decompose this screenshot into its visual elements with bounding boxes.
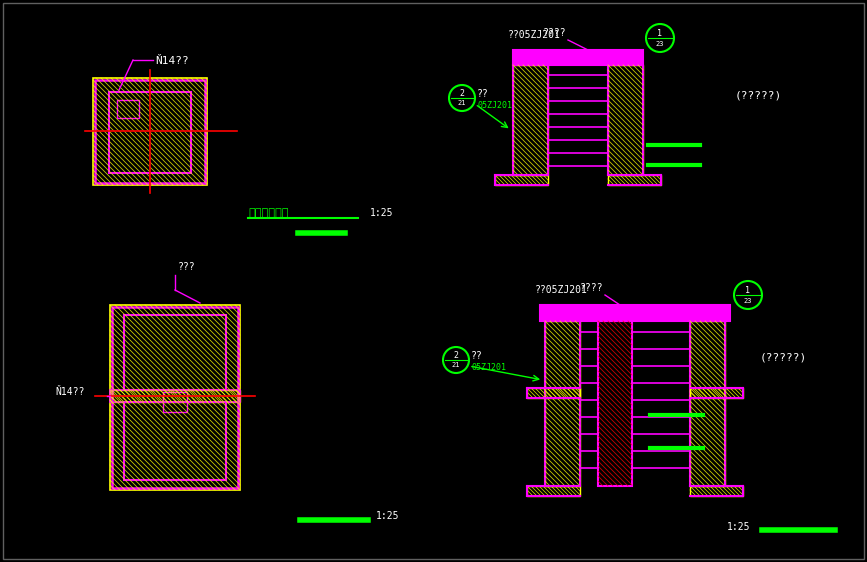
Bar xyxy=(112,307,238,488)
Bar xyxy=(109,92,191,173)
Text: 05ZJ201: 05ZJ201 xyxy=(477,101,512,110)
Bar xyxy=(545,321,580,486)
Bar xyxy=(527,486,580,496)
Bar xyxy=(608,175,661,185)
Bar xyxy=(110,390,240,402)
Bar xyxy=(95,80,205,183)
Text: 23: 23 xyxy=(744,298,753,303)
Text: 1:25: 1:25 xyxy=(727,522,751,532)
Text: 爬梯平面大样: 爬梯平面大样 xyxy=(248,208,289,218)
Bar xyxy=(513,65,548,175)
Text: (?????): (?????) xyxy=(735,90,782,100)
Text: 23: 23 xyxy=(655,40,664,47)
Text: ??: ?? xyxy=(477,89,489,99)
Text: ????: ???? xyxy=(580,283,603,293)
Text: Ň14??: Ň14?? xyxy=(55,387,84,397)
Bar xyxy=(608,65,643,175)
Bar xyxy=(690,486,743,496)
Bar xyxy=(495,175,548,185)
Bar xyxy=(93,78,207,185)
Text: ??: ?? xyxy=(471,351,483,361)
Bar xyxy=(124,315,226,390)
Text: 1: 1 xyxy=(746,285,751,294)
Text: (?????): (?????) xyxy=(760,353,807,363)
Bar xyxy=(163,392,187,412)
Bar xyxy=(540,305,730,321)
Text: 21: 21 xyxy=(458,100,466,106)
Bar xyxy=(110,305,240,490)
Bar xyxy=(110,390,240,402)
Bar xyxy=(117,100,139,118)
Bar xyxy=(527,388,580,398)
Text: 21: 21 xyxy=(452,362,460,368)
Bar xyxy=(545,321,580,486)
Text: 2: 2 xyxy=(460,89,465,98)
Text: 1:25: 1:25 xyxy=(370,208,394,218)
Bar xyxy=(124,402,226,480)
Text: ??05ZJ201: ??05ZJ201 xyxy=(535,285,588,295)
Bar xyxy=(608,65,643,175)
Text: 05ZJ201: 05ZJ201 xyxy=(471,362,506,371)
Text: Ň14??: Ň14?? xyxy=(155,56,189,66)
Text: ????: ???? xyxy=(543,28,566,38)
Text: 2: 2 xyxy=(453,351,459,360)
Bar xyxy=(690,388,743,398)
Bar xyxy=(513,65,548,175)
Text: ???: ??? xyxy=(178,262,196,272)
Text: ??05ZJ201: ??05ZJ201 xyxy=(508,30,561,40)
Bar xyxy=(598,321,632,486)
Text: 1: 1 xyxy=(657,29,662,38)
Bar xyxy=(690,321,725,486)
Text: 1:25: 1:25 xyxy=(376,511,400,521)
Bar xyxy=(690,321,725,486)
Bar xyxy=(513,50,643,65)
